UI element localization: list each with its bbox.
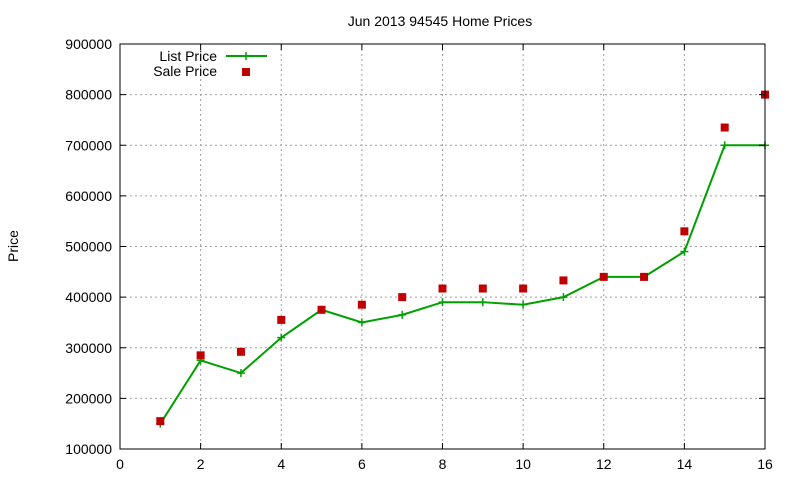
list-price-point (438, 298, 447, 307)
sale-price-point (277, 315, 286, 324)
x-tick-label: 6 (358, 456, 366, 472)
y-tick-label: 800000 (65, 87, 112, 103)
sale-price-point (559, 276, 568, 285)
x-tick-label: 16 (757, 456, 773, 472)
sale-price-point (398, 293, 407, 302)
y-tick-label: 200000 (65, 390, 112, 406)
x-tick-label: 12 (596, 456, 612, 472)
y-tick-label: 300000 (65, 340, 112, 356)
sale-price-point (236, 347, 245, 356)
series-layer (156, 90, 769, 428)
legend-swatch-list-price (226, 52, 267, 60)
x-tick-label: 14 (677, 456, 693, 472)
sale-price-point (640, 272, 649, 281)
y-axis-label: Price (5, 230, 21, 262)
sale-price-point (438, 284, 447, 293)
y-tick-label: 100000 (65, 441, 112, 457)
tick-labels: 0 2 4 6 8 10 12 14 16 100000 200000 300000 400000 500… (65, 36, 773, 472)
list-price-point (720, 141, 729, 150)
legend-label-list-price: List Price (159, 48, 217, 64)
list-price-point (680, 247, 689, 256)
list-price-point (559, 293, 568, 302)
y-tick-label: 700000 (65, 137, 112, 153)
list-price-point (478, 298, 487, 307)
x-tick-label: 10 (515, 456, 531, 472)
x-tick-label: 4 (277, 456, 285, 472)
sale-price-point (599, 272, 608, 281)
x-tick-label: 8 (439, 456, 447, 472)
chart-title: Jun 2013 94545 Home Prices (348, 13, 532, 29)
legend-label-sale-price: Sale Price (153, 63, 217, 79)
x-tick-label: 2 (197, 456, 205, 472)
sale-price-point (156, 417, 165, 426)
sale-price-point (680, 227, 689, 236)
y-tick-label: 400000 (65, 289, 112, 305)
legend: List Price Sale Price (153, 48, 267, 79)
sale-price-point (357, 300, 366, 309)
list-price-point (519, 300, 528, 309)
sale-price-point (478, 284, 487, 293)
sale-price-point (519, 284, 528, 293)
y-tick-label: 900000 (65, 36, 112, 52)
list-price-point (398, 310, 407, 319)
y-tick-label: 500000 (65, 239, 112, 255)
list-price-line (159, 144, 765, 425)
sale-price-point (196, 351, 205, 360)
grid-lines (120, 44, 765, 449)
axis-ticks (119, 43, 766, 450)
list-price-point (236, 369, 245, 378)
legend-swatch-sale-price (242, 68, 250, 76)
sale-price-point (720, 123, 729, 132)
list-price-point (277, 333, 286, 342)
sale-price-point (317, 305, 326, 314)
list-price-point (357, 318, 366, 327)
y-tick-label: 600000 (65, 188, 112, 204)
x-tick-label: 0 (116, 456, 124, 472)
legend-swatches (226, 52, 267, 76)
